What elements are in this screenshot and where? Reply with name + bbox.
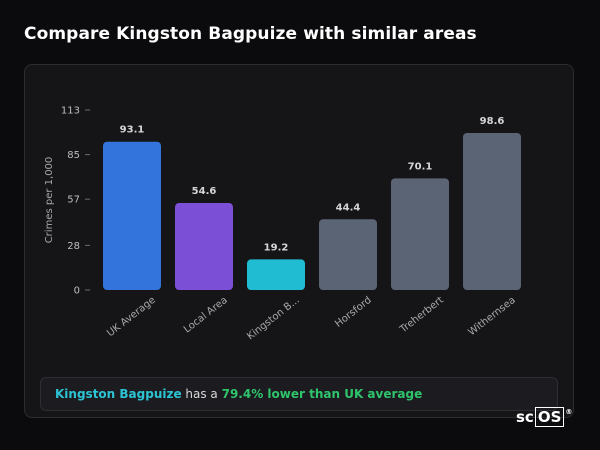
summary-place: Kingston Bagpuize <box>55 387 182 401</box>
x-category-label: Horsford <box>333 295 374 330</box>
y-tick-label: 113 <box>61 106 80 117</box>
summary-value: 79.4% lower than UK average <box>221 387 423 401</box>
bar <box>247 259 305 290</box>
bar <box>319 219 377 290</box>
bar <box>175 203 233 290</box>
x-category-label: Treherbert <box>397 295 445 336</box>
summary-text: has a <box>181 387 222 401</box>
bar <box>103 141 161 290</box>
bar-value-label: 54.6 <box>192 186 217 197</box>
y-tick-label: 28 <box>67 241 80 252</box>
page-title: Compare Kingston Bagpuize with similar a… <box>24 24 477 44</box>
bar-value-label: 44.4 <box>336 202 361 213</box>
comparison-summary: Kingston Bagpuize has a 79.4% lower than… <box>40 377 558 411</box>
y-tick-label: 85 <box>67 150 80 161</box>
bar-value-label: 98.6 <box>480 116 505 127</box>
bar <box>391 178 449 290</box>
bar-value-label: 19.2 <box>264 242 289 253</box>
x-category-label: Kingston B... <box>245 295 302 343</box>
x-category-label: Withernsea <box>466 295 517 339</box>
x-category-label: UK Average <box>105 295 158 339</box>
bar-value-label: 70.1 <box>408 161 433 172</box>
y-tick-label: 57 <box>67 195 80 206</box>
x-category-label: Local Area <box>182 295 230 336</box>
bar <box>463 132 521 290</box>
y-tick-label: 0 <box>74 286 80 297</box>
y-axis-title: Crimes per 1,000 <box>44 157 55 244</box>
bar-value-label: 93.1 <box>120 125 145 136</box>
brand-logo: sc OS ® <box>516 407 573 427</box>
